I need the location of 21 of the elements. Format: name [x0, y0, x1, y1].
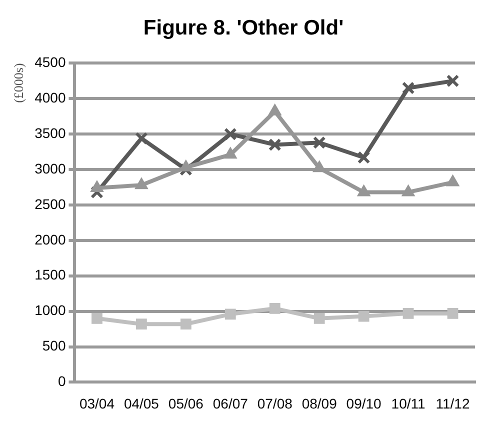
y-tick-label: 3000 [34, 160, 66, 176]
y-tick-label: 0 [58, 373, 66, 390]
y-tick-label: 4000 [34, 90, 66, 106]
y-tick-label: 500 [42, 338, 66, 354]
y-tick-label: 1500 [34, 266, 66, 283]
x-tick-label: 09/10 [346, 395, 382, 412]
x-tick-label: 10/11 [391, 395, 426, 412]
x-tick-label: 04/05 [124, 395, 160, 412]
x-tick-label: 08/09 [302, 395, 338, 412]
y-tick-label: 4500 [34, 54, 66, 70]
x-tick-label: 03/04 [79, 395, 115, 412]
x-tick-label: 07/08 [257, 395, 293, 412]
y-tick-label: 3500 [34, 124, 66, 141]
y-axis-title: (£000s) [11, 63, 26, 103]
y-tick-label: 1000 [34, 302, 66, 318]
x-tick-label: 11/12 [436, 395, 470, 412]
y-tick-label: 2500 [34, 196, 66, 212]
y-tick-label: 2000 [34, 231, 66, 248]
x-tick-label: 05/06 [168, 395, 204, 412]
chart-title: Figure 8. 'Other Old' [143, 16, 344, 40]
x-tick-label: 06/07 [212, 395, 248, 412]
